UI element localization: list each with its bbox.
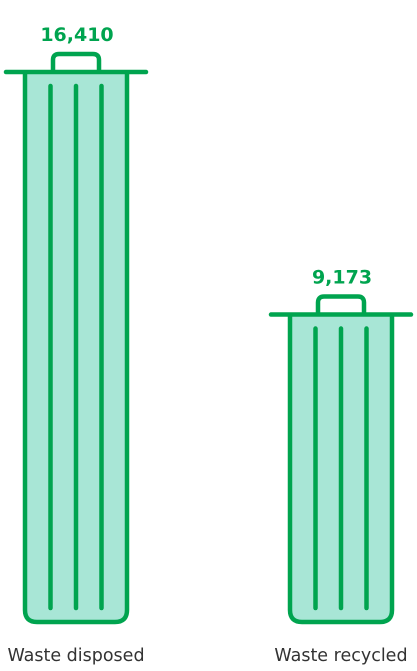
value-label-waste-recycled: 9,173 — [312, 267, 372, 289]
bar-waste-disposed — [3, 51, 149, 625]
value-label-waste-disposed: 16,410 — [40, 24, 113, 46]
category-label-waste-disposed: Waste disposed — [7, 646, 144, 666]
value-labels-group: 16,410 9,173 — [40, 24, 372, 289]
bars-group — [3, 51, 414, 625]
bar-waste-recycled — [268, 294, 414, 625]
bar-handle-waste-disposed — [50, 51, 102, 72]
category-label-waste-recycled: Waste recycled — [274, 646, 407, 666]
bar-handle-waste-recycled — [315, 294, 367, 315]
category-labels-group: Waste disposed Waste recycled — [7, 646, 407, 666]
